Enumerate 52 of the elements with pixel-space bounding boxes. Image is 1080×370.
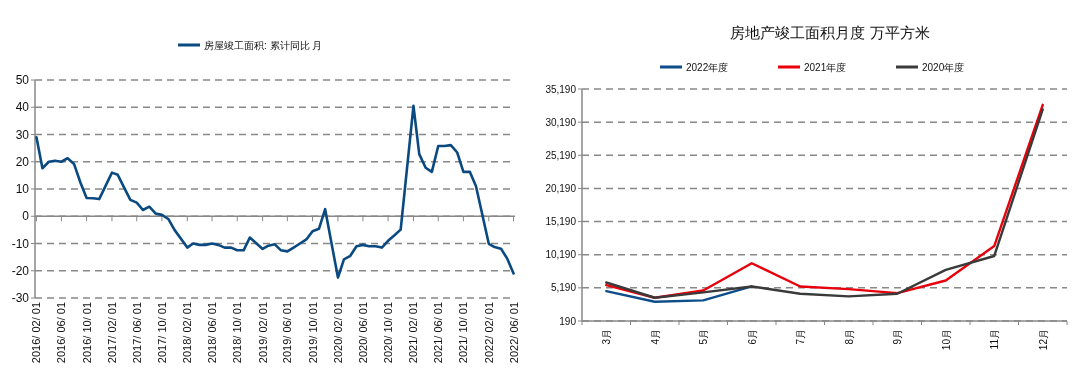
x-tick-label: 2021/ 06/ 01 (432, 302, 445, 364)
x-tick-label: 2018/ 06/ 01 (206, 302, 219, 364)
legend-label: 2020年度 (922, 62, 965, 73)
x-tick-label: 2016/ 02/ 01 (30, 302, 43, 364)
x-tick-label: 3月 (601, 329, 613, 345)
x-tick-label: 2017/ 10/ 01 (155, 302, 168, 364)
legend-label: 房屋竣工面积: 累计同比 月 (204, 40, 323, 51)
y-tick-label: 0 (22, 209, 30, 224)
y-tick-label: 20 (15, 154, 30, 169)
y-tick-label: 25,190 (545, 149, 577, 161)
x-tick-label: 2020/ 06/ 01 (356, 302, 369, 364)
x-tick-label: 12月 (1037, 329, 1049, 351)
x-tick-label: 7月 (795, 329, 807, 345)
x-tick-label: 2017/ 06/ 01 (130, 302, 143, 364)
x-tick-label: 2018/ 02/ 01 (181, 302, 194, 364)
x-tick-label: 2021/ 10/ 01 (457, 302, 470, 364)
y-tick-label: 190 (559, 315, 577, 327)
x-tick-label: 9月 (892, 329, 904, 345)
y-tick-label: 15,190 (545, 216, 577, 228)
x-tick-label: 6月 (746, 329, 758, 345)
y-tick-label: 40 (15, 100, 30, 115)
x-tick-label: 2019/ 06/ 01 (281, 302, 294, 364)
x-tick-label: 2019/ 10/ 01 (306, 302, 319, 364)
legend-label: 2022年度 (686, 62, 729, 73)
x-tick-label: 2020/ 10/ 01 (382, 302, 395, 364)
y-tick-label: 20,190 (545, 182, 577, 194)
x-tick-label: 11月 (989, 329, 1001, 350)
x-tick-label: 2016/ 06/ 01 (55, 302, 68, 364)
y-tick-label: -30 (11, 291, 30, 306)
x-tick-label: 5月 (698, 329, 710, 345)
x-tick-label: 2018/ 10/ 01 (231, 302, 244, 364)
x-tick-label: 2021/ 02/ 01 (407, 302, 420, 364)
y-tick-label: 30,190 (545, 116, 577, 128)
x-tick-label: 2017/ 02/ 01 (105, 302, 118, 364)
y-tick-label: 10,190 (545, 249, 577, 261)
y-tick-label: 5,190 (550, 282, 577, 294)
y-tick-label: 35,190 (545, 83, 577, 95)
y-tick-label: -20 (11, 263, 30, 278)
x-tick-label: 4月 (649, 329, 661, 345)
x-tick-label: 2019/ 02/ 01 (256, 302, 269, 364)
x-tick-label: 8月 (843, 329, 855, 345)
x-tick-label: 2022/ 06/ 01 (507, 302, 520, 364)
y-tick-label: -10 (11, 236, 30, 251)
y-tick-label: 10 (15, 182, 30, 197)
x-tick-label: 2016/ 10/ 01 (80, 302, 93, 364)
x-tick-label: 2022/ 02/ 01 (482, 302, 495, 364)
legend-label: 2021年度 (804, 62, 847, 73)
x-tick-label: 2020/ 02/ 01 (331, 302, 344, 364)
y-tick-label: 50 (15, 73, 30, 88)
chart-title: 房地产竣工面积月度 万平方米 (730, 24, 930, 41)
x-tick-label: 10月 (940, 329, 952, 351)
y-tick-label: 30 (15, 127, 30, 142)
